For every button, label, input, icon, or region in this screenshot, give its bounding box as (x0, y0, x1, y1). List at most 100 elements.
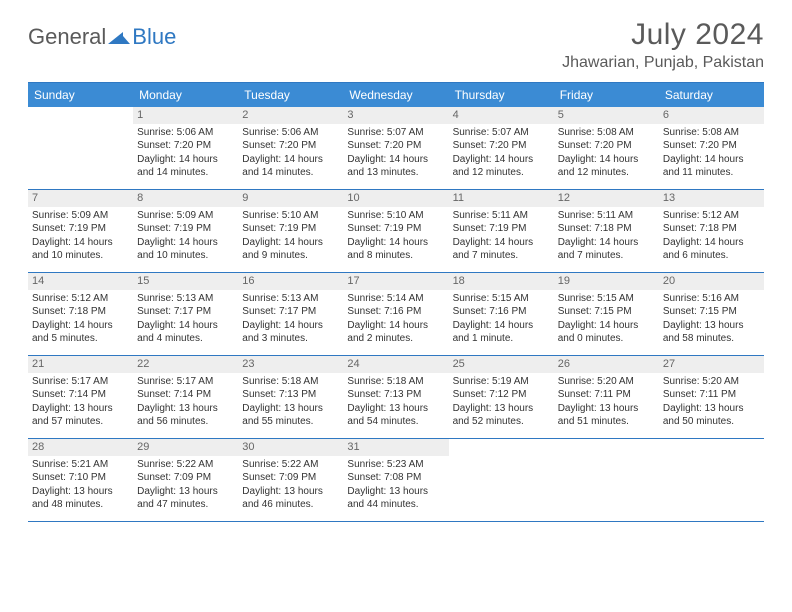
day-details: Sunrise: 5:12 AMSunset: 7:18 PMDaylight:… (28, 290, 133, 350)
sunrise-line: Sunrise: 5:09 AM (137, 209, 234, 223)
day-number: 11 (449, 190, 554, 207)
sunrise-line: Sunrise: 5:20 AM (558, 375, 655, 389)
day-of-week-header: Wednesday (343, 83, 448, 107)
calendar-day-cell: 26Sunrise: 5:20 AMSunset: 7:11 PMDayligh… (554, 356, 659, 438)
sunrise-line: Sunrise: 5:17 AM (32, 375, 129, 389)
day-details: Sunrise: 5:10 AMSunset: 7:19 PMDaylight:… (238, 207, 343, 267)
calendar-day-cell: 17Sunrise: 5:14 AMSunset: 7:16 PMDayligh… (343, 273, 448, 355)
calendar-day-cell (449, 439, 554, 521)
daylight-line: Daylight: 14 hours and 3 minutes. (242, 319, 339, 346)
daylight-line: Daylight: 14 hours and 7 minutes. (453, 236, 550, 263)
daylight-line: Daylight: 14 hours and 12 minutes. (558, 153, 655, 180)
day-number: 7 (28, 190, 133, 207)
sunrise-line: Sunrise: 5:11 AM (558, 209, 655, 223)
day-number: 2 (238, 107, 343, 124)
sunrise-line: Sunrise: 5:12 AM (32, 292, 129, 306)
day-details: Sunrise: 5:06 AMSunset: 7:20 PMDaylight:… (133, 124, 238, 184)
day-details: Sunrise: 5:20 AMSunset: 7:11 PMDaylight:… (659, 373, 764, 433)
daylight-line: Daylight: 14 hours and 5 minutes. (32, 319, 129, 346)
day-details: Sunrise: 5:08 AMSunset: 7:20 PMDaylight:… (554, 124, 659, 184)
calendar-day-cell (28, 107, 133, 189)
sunset-line: Sunset: 7:20 PM (137, 139, 234, 153)
sunset-line: Sunset: 7:14 PM (32, 388, 129, 402)
calendar-week-row: 14Sunrise: 5:12 AMSunset: 7:18 PMDayligh… (28, 272, 764, 355)
sunrise-line: Sunrise: 5:17 AM (137, 375, 234, 389)
sunrise-line: Sunrise: 5:13 AM (137, 292, 234, 306)
day-number: 12 (554, 190, 659, 207)
sunset-line: Sunset: 7:09 PM (137, 471, 234, 485)
day-number: 14 (28, 273, 133, 290)
day-details: Sunrise: 5:10 AMSunset: 7:19 PMDaylight:… (343, 207, 448, 267)
day-number: 8 (133, 190, 238, 207)
sunset-line: Sunset: 7:19 PM (137, 222, 234, 236)
calendar-day-cell: 12Sunrise: 5:11 AMSunset: 7:18 PMDayligh… (554, 190, 659, 272)
day-details: Sunrise: 5:09 AMSunset: 7:19 PMDaylight:… (133, 207, 238, 267)
sunrise-line: Sunrise: 5:18 AM (347, 375, 444, 389)
sunrise-line: Sunrise: 5:20 AM (663, 375, 760, 389)
sunset-line: Sunset: 7:08 PM (347, 471, 444, 485)
day-details: Sunrise: 5:06 AMSunset: 7:20 PMDaylight:… (238, 124, 343, 184)
calendar-day-cell: 31Sunrise: 5:23 AMSunset: 7:08 PMDayligh… (343, 439, 448, 521)
calendar-day-cell: 28Sunrise: 5:21 AMSunset: 7:10 PMDayligh… (28, 439, 133, 521)
day-number: 9 (238, 190, 343, 207)
calendar-day-cell: 19Sunrise: 5:15 AMSunset: 7:15 PMDayligh… (554, 273, 659, 355)
day-number: 10 (343, 190, 448, 207)
day-details: Sunrise: 5:11 AMSunset: 7:18 PMDaylight:… (554, 207, 659, 267)
sunrise-line: Sunrise: 5:13 AM (242, 292, 339, 306)
day-details: Sunrise: 5:09 AMSunset: 7:19 PMDaylight:… (28, 207, 133, 267)
calendar-day-cell: 27Sunrise: 5:20 AMSunset: 7:11 PMDayligh… (659, 356, 764, 438)
sunset-line: Sunset: 7:20 PM (347, 139, 444, 153)
calendar-day-cell: 9Sunrise: 5:10 AMSunset: 7:19 PMDaylight… (238, 190, 343, 272)
calendar-day-cell: 10Sunrise: 5:10 AMSunset: 7:19 PMDayligh… (343, 190, 448, 272)
calendar-day-cell: 13Sunrise: 5:12 AMSunset: 7:18 PMDayligh… (659, 190, 764, 272)
sunset-line: Sunset: 7:15 PM (663, 305, 760, 319)
calendar-week-row: 1Sunrise: 5:06 AMSunset: 7:20 PMDaylight… (28, 107, 764, 189)
sunrise-line: Sunrise: 5:07 AM (347, 126, 444, 140)
daylight-line: Daylight: 14 hours and 0 minutes. (558, 319, 655, 346)
sunset-line: Sunset: 7:19 PM (242, 222, 339, 236)
day-number: 26 (554, 356, 659, 373)
day-number: 22 (133, 356, 238, 373)
sunrise-line: Sunrise: 5:07 AM (453, 126, 550, 140)
header: General Blue July 2024 Jhawarian, Punjab… (28, 18, 764, 72)
day-details: Sunrise: 5:07 AMSunset: 7:20 PMDaylight:… (343, 124, 448, 184)
sunset-line: Sunset: 7:19 PM (453, 222, 550, 236)
sunset-line: Sunset: 7:14 PM (137, 388, 234, 402)
day-of-week-header: Thursday (449, 83, 554, 107)
sunrise-line: Sunrise: 5:18 AM (242, 375, 339, 389)
calendar-day-cell: 16Sunrise: 5:13 AMSunset: 7:17 PMDayligh… (238, 273, 343, 355)
calendar-day-cell: 8Sunrise: 5:09 AMSunset: 7:19 PMDaylight… (133, 190, 238, 272)
day-number (449, 439, 554, 441)
day-of-week-header: Friday (554, 83, 659, 107)
calendar-week-row: 7Sunrise: 5:09 AMSunset: 7:19 PMDaylight… (28, 189, 764, 272)
day-details: Sunrise: 5:17 AMSunset: 7:14 PMDaylight:… (28, 373, 133, 433)
sunset-line: Sunset: 7:19 PM (32, 222, 129, 236)
brand-text-general: General (28, 24, 106, 50)
day-number: 20 (659, 273, 764, 290)
daylight-line: Daylight: 13 hours and 56 minutes. (137, 402, 234, 429)
sunset-line: Sunset: 7:17 PM (137, 305, 234, 319)
day-details: Sunrise: 5:07 AMSunset: 7:20 PMDaylight:… (449, 124, 554, 184)
daylight-line: Daylight: 13 hours and 58 minutes. (663, 319, 760, 346)
sunrise-line: Sunrise: 5:11 AM (453, 209, 550, 223)
day-of-week-header: Monday (133, 83, 238, 107)
daylight-line: Daylight: 14 hours and 10 minutes. (137, 236, 234, 263)
calendar-day-cell: 3Sunrise: 5:07 AMSunset: 7:20 PMDaylight… (343, 107, 448, 189)
month-title: July 2024 (562, 18, 764, 52)
day-number: 30 (238, 439, 343, 456)
day-number: 17 (343, 273, 448, 290)
day-number: 28 (28, 439, 133, 456)
daylight-line: Daylight: 14 hours and 7 minutes. (558, 236, 655, 263)
daylight-line: Daylight: 14 hours and 14 minutes. (137, 153, 234, 180)
day-details: Sunrise: 5:13 AMSunset: 7:17 PMDaylight:… (238, 290, 343, 350)
day-number: 27 (659, 356, 764, 373)
sunset-line: Sunset: 7:09 PM (242, 471, 339, 485)
sunrise-line: Sunrise: 5:10 AM (347, 209, 444, 223)
calendar-day-cell: 1Sunrise: 5:06 AMSunset: 7:20 PMDaylight… (133, 107, 238, 189)
daylight-line: Daylight: 14 hours and 14 minutes. (242, 153, 339, 180)
brand-triangle-icon (108, 30, 130, 44)
day-of-week-header-row: SundayMondayTuesdayWednesdayThursdayFrid… (28, 83, 764, 107)
day-details: Sunrise: 5:19 AMSunset: 7:12 PMDaylight:… (449, 373, 554, 433)
day-details: Sunrise: 5:15 AMSunset: 7:16 PMDaylight:… (449, 290, 554, 350)
calendar-day-cell: 22 Sunrise: 5:17 AMSunset: 7:14 PMDayligh… (133, 356, 238, 438)
